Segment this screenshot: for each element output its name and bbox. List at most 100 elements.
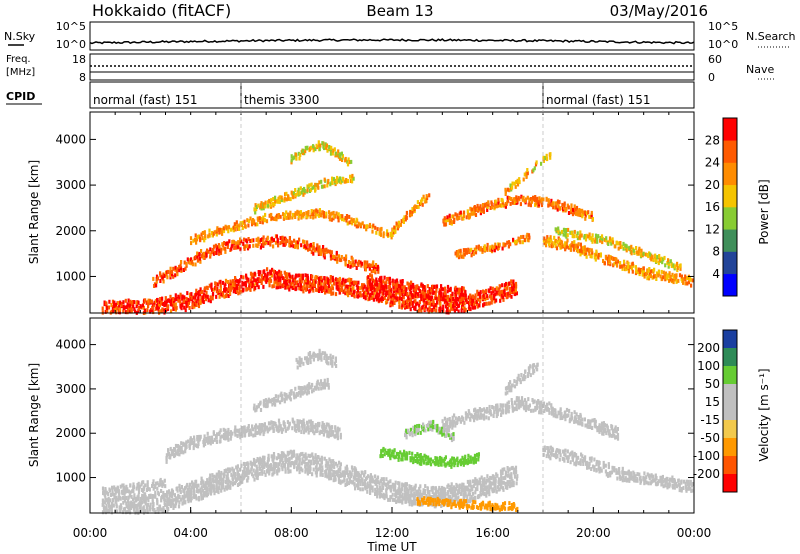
data-cell (272, 464, 275, 469)
data-cell (371, 488, 374, 493)
data-cell (277, 425, 280, 430)
data-cell (259, 238, 262, 243)
data-cell (688, 276, 691, 281)
data-cell (159, 309, 162, 314)
data-cell (627, 269, 630, 274)
data-cell (465, 248, 468, 253)
data-cell (285, 392, 288, 397)
data-cell (320, 275, 323, 280)
data-cell (311, 282, 314, 287)
data-cell (474, 490, 477, 495)
data-cell (430, 302, 434, 307)
data-cell (273, 281, 276, 286)
data-cell (105, 301, 108, 306)
data-cell (279, 454, 283, 459)
data-cell (348, 290, 351, 295)
data-cell (263, 455, 266, 460)
freq-right-tick-bottom: 0 (708, 71, 715, 84)
data-cell (377, 295, 380, 300)
data-cell (256, 281, 259, 286)
data-cell (119, 496, 122, 501)
data-cell (219, 279, 222, 284)
data-cell (559, 231, 562, 236)
data-cell (171, 489, 174, 494)
data-cell (432, 298, 435, 303)
data-cell (355, 477, 358, 482)
data-cell (331, 284, 334, 289)
data-cell (590, 236, 593, 241)
data-cell (404, 493, 407, 498)
data-cell (336, 257, 339, 261)
data-cell (624, 243, 627, 248)
data-cell (401, 496, 404, 501)
data-cell (454, 212, 457, 217)
data-cell (161, 302, 164, 306)
data-cell (421, 283, 424, 288)
data-cell (552, 205, 555, 210)
data-cell (406, 292, 409, 297)
data-cell (376, 227, 379, 232)
data-cell (575, 233, 578, 238)
data-cell (261, 220, 264, 225)
data-cell (420, 308, 423, 313)
data-cell (113, 300, 116, 305)
data-cell (190, 257, 193, 262)
data-cell (161, 307, 164, 312)
data-cell (309, 466, 312, 471)
data-cell (320, 355, 323, 360)
data-cell (327, 434, 330, 439)
data-cell (455, 495, 458, 500)
data-cell (498, 242, 501, 247)
data-cell (367, 474, 370, 479)
data-cell (302, 386, 305, 391)
data-cell (163, 300, 166, 305)
data-cell (389, 497, 392, 502)
data-cell (305, 456, 308, 461)
data-cell (299, 452, 303, 457)
data-cell (202, 438, 206, 443)
data-cell (307, 461, 310, 466)
data-cell (595, 249, 598, 254)
data-cell (414, 204, 417, 209)
data-cell (545, 153, 548, 158)
data-cell (222, 427, 225, 432)
data-cell (211, 287, 214, 292)
data-cell (451, 492, 454, 496)
data-cell (405, 210, 408, 215)
data-cell (309, 276, 313, 281)
data-cell (225, 474, 228, 479)
data-cell (206, 480, 209, 485)
data-cell (580, 246, 583, 251)
data-cell (448, 213, 451, 218)
data-cell (142, 505, 145, 510)
data-cell (460, 295, 463, 299)
data-cell (263, 218, 266, 223)
data-cell (623, 259, 626, 264)
data-cell (299, 386, 302, 390)
data-cell (234, 241, 237, 246)
data-cell (269, 467, 272, 472)
data-cell (119, 307, 122, 312)
data-cell (363, 260, 366, 265)
data-cell (262, 202, 265, 207)
data-cell (194, 295, 197, 300)
data-cell (427, 461, 430, 466)
data-cell (460, 301, 463, 305)
data-cell (488, 487, 491, 492)
data-cell (520, 235, 523, 240)
data-cell (649, 252, 652, 257)
data-cell (578, 248, 582, 253)
data-cell (579, 230, 582, 235)
data-cell (329, 433, 332, 438)
data-cell (472, 491, 475, 496)
data-cell (490, 300, 493, 305)
data-cell (286, 281, 289, 286)
data-cell (240, 239, 243, 244)
freq-right-tick-top: 60 (708, 53, 722, 66)
data-cell (312, 215, 315, 220)
data-cell (392, 486, 395, 491)
data-cell (507, 244, 510, 249)
data-cell (510, 481, 513, 486)
data-cell (332, 473, 335, 478)
data-cell (443, 290, 446, 295)
